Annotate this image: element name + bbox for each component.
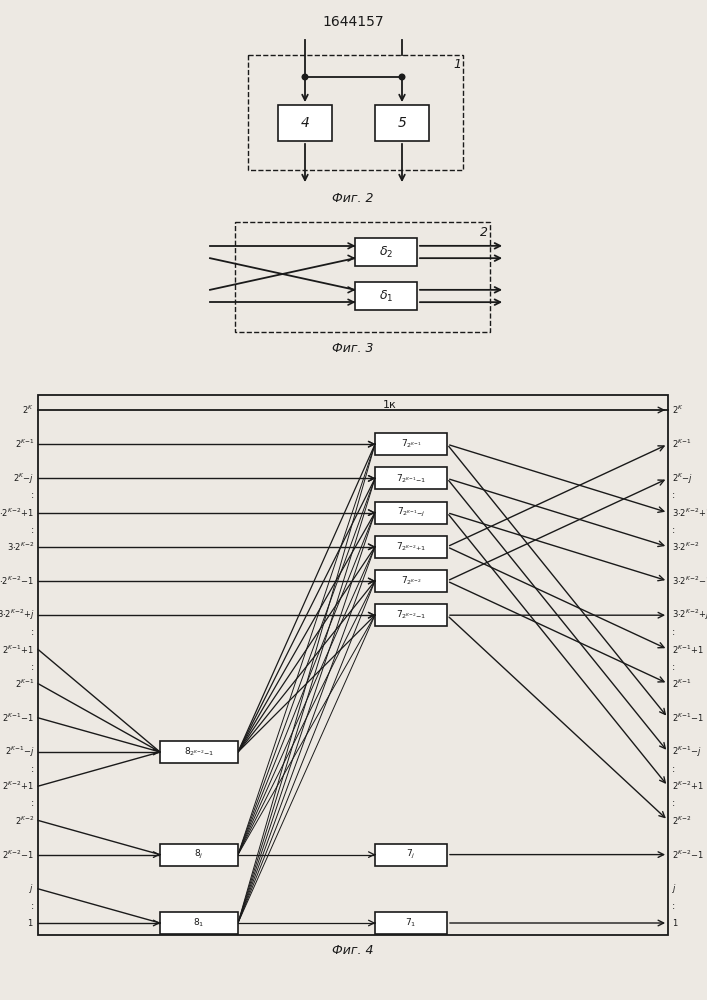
Text: $2^{K{-}2}$: $2^{K{-}2}$ [672,814,691,827]
Text: $1$: $1$ [28,918,34,928]
Text: $2^{K{-}1}$: $2^{K{-}1}$ [672,438,691,450]
Circle shape [302,74,308,80]
Bar [375,912,447,934]
Text: :: : [672,901,675,911]
Bar [160,741,238,763]
Text: $2^{K{-}1}$: $2^{K{-}1}$ [672,677,691,690]
Text: $j$: $j$ [29,882,34,895]
Text: $7_{2^{K{-}2}}$: $7_{2^{K{-}2}}$ [401,575,421,587]
Text: :: : [30,525,34,535]
Text: :: : [30,764,34,774]
Text: $2^{K{-}1}{-}1$: $2^{K{-}1}{-}1$ [2,712,34,724]
Text: :: : [672,764,675,774]
Bar [235,222,490,332]
Text: 5: 5 [397,116,407,130]
Text: $7_1$: $7_1$ [405,917,416,929]
Bar [375,570,447,592]
Text: $2^K$: $2^K$ [672,404,684,416]
Text: $2^{K{-}1}$: $2^{K{-}1}$ [15,438,34,450]
Text: $\delta_2$: $\delta_2$ [379,244,393,260]
Bar [160,844,238,866]
Text: :: : [30,901,34,911]
Text: $1$: $1$ [672,918,679,928]
Text: $2^{K{-}1}{-}j$: $2^{K{-}1}{-}j$ [672,745,701,759]
Bar [355,238,417,266]
Text: 1: 1 [453,58,461,72]
Bar [375,467,447,489]
Bar [278,105,332,141]
Text: Фиг. 2: Фиг. 2 [332,192,374,205]
Text: $2^{K{-}2}{-}1$: $2^{K{-}2}{-}1$ [672,848,703,861]
Bar [375,105,429,141]
Text: $3{\cdot}2^{K{-}2}{+}j$: $3{\cdot}2^{K{-}2}{+}j$ [0,608,34,622]
Text: $2^K{-}j$: $2^K{-}j$ [672,471,693,486]
Bar [375,604,447,626]
Text: $2^{K{-}2}{-}1$: $2^{K{-}2}{-}1$ [2,848,34,861]
Text: $3{\cdot}2^{K{-}2}{+}j$: $3{\cdot}2^{K{-}2}{+}j$ [672,608,707,622]
Text: $2^K{-}j$: $2^K{-}j$ [13,471,34,486]
Text: $2^{K{-}2}$: $2^{K{-}2}$ [15,814,34,827]
Text: $3{\cdot}2^{K{-}2}$: $3{\cdot}2^{K{-}2}$ [672,541,699,553]
Text: Фиг. 4: Фиг. 4 [332,944,374,956]
Bar [38,395,668,935]
Text: :: : [672,525,675,535]
Bar [248,55,463,170]
Text: $2^K$: $2^K$ [23,404,34,416]
Text: $3{\cdot}2^{K{-}2}{+}1$: $3{\cdot}2^{K{-}2}{+}1$ [672,506,707,519]
Text: $3{\cdot}2^{K{-}2}{-}1$: $3{\cdot}2^{K{-}2}{-}1$ [0,575,34,587]
Text: $8_1$: $8_1$ [193,917,204,929]
Text: $2^{K{-}2}{+}1$: $2^{K{-}2}{+}1$ [672,780,703,792]
Text: Фиг. 3: Фиг. 3 [332,342,374,355]
Text: $2^{K{-}2}{+}1$: $2^{K{-}2}{+}1$ [2,780,34,792]
Text: :: : [672,798,675,808]
Text: $j$: $j$ [672,882,677,895]
Text: :: : [30,662,34,672]
Text: $2^{K{-}1}{-}1$: $2^{K{-}1}{-}1$ [672,712,703,724]
Text: :: : [672,490,675,500]
Text: $2^{K{-}1}{-}j$: $2^{K{-}1}{-}j$ [4,745,34,759]
Bar [375,502,447,524]
Text: 1644157: 1644157 [322,15,384,29]
Text: :: : [672,662,675,672]
Bar [375,433,447,455]
Bar [375,844,447,866]
Bar [160,912,238,934]
Text: $8_j$: $8_j$ [194,848,204,861]
Text: $3{\cdot}2^{K{-}2}{-}1$: $3{\cdot}2^{K{-}2}{-}1$ [672,575,707,587]
Text: $\delta_1$: $\delta_1$ [379,288,393,304]
Text: $7_{2^{K{-}1}{-}1}$: $7_{2^{K{-}1}{-}1}$ [396,472,426,485]
Text: :: : [30,490,34,500]
Text: :: : [30,627,34,637]
Text: $7_j$: $7_j$ [407,848,416,861]
Text: $7_{2^{K{-}2}{-}1}$: $7_{2^{K{-}2}{-}1}$ [396,609,426,621]
Text: 2: 2 [480,226,488,238]
Bar [375,536,447,558]
Text: $7_{2^{K{-}1}{-}j}$: $7_{2^{K{-}1}{-}j}$ [397,506,425,519]
Text: $3{\cdot}2^{K{-}2}$: $3{\cdot}2^{K{-}2}$ [6,541,34,553]
Text: $2^{K{-}1}$: $2^{K{-}1}$ [15,677,34,690]
Text: $7_{2^{K{-}1}}$: $7_{2^{K{-}1}}$ [401,438,421,450]
Text: 4: 4 [300,116,310,130]
Text: 1к: 1к [383,400,397,410]
Text: :: : [30,798,34,808]
Text: $7_{2^{K{-}2}{+}1}$: $7_{2^{K{-}2}{+}1}$ [396,541,426,553]
Text: $3{\cdot}2^{K{-}2}{+}1$: $3{\cdot}2^{K{-}2}{+}1$ [0,506,34,519]
Text: $2^{K{-}1}{+}1$: $2^{K{-}1}{+}1$ [2,643,34,656]
Bar [355,282,417,310]
Text: :: : [672,627,675,637]
Text: $2^{K{-}1}{+}1$: $2^{K{-}1}{+}1$ [672,643,703,656]
Circle shape [399,74,405,80]
Text: $8_{2^{K{-}2}{-}1}$: $8_{2^{K{-}2}{-}1}$ [184,746,214,758]
